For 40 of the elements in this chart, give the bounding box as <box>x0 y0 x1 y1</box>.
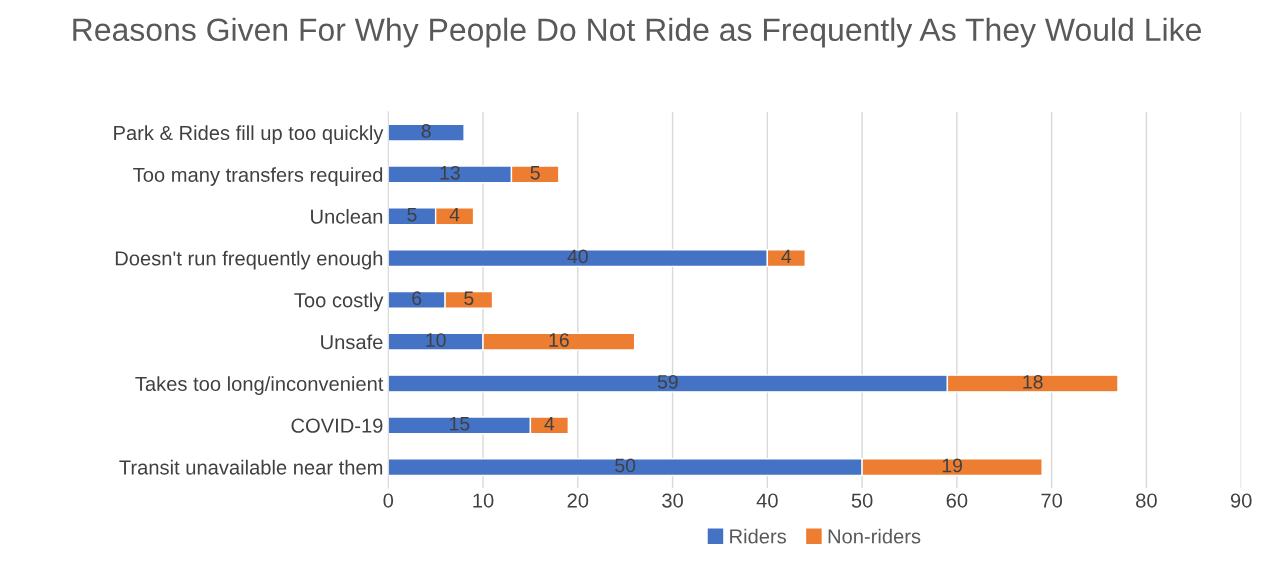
data-label: 4 <box>544 416 555 431</box>
data-label: 19 <box>942 458 963 473</box>
y-tick-label: Too many transfers required <box>133 167 383 186</box>
data-label: 6 <box>412 291 422 306</box>
data-label: 10 <box>426 333 446 347</box>
data-label: 40 <box>567 249 588 264</box>
y-tick-label: Takes too long/inconvenient <box>135 376 384 395</box>
x-tick-label: 90 <box>1230 493 1252 508</box>
x-tick-label: 70 <box>1041 493 1063 508</box>
data-label: 16 <box>549 333 569 347</box>
y-tick-label: Unclean <box>311 208 383 224</box>
data-label: 50 <box>615 458 636 473</box>
data-label: 8 <box>421 124 431 138</box>
bar <box>388 123 465 142</box>
x-tick-label: 0 <box>383 493 394 508</box>
x-tick-label: 50 <box>851 493 873 508</box>
legend-label: Non-riders <box>828 528 921 544</box>
x-tick-label: 10 <box>473 493 494 508</box>
chart-title: Reasons Given For Why People Do Not Ride as Frequently As They Would Like <box>73 17 1201 48</box>
data-label: 4 <box>449 207 460 222</box>
legend-label: Riders <box>730 528 787 544</box>
x-tick-label: 60 <box>946 493 968 508</box>
y-tick-label: Transit unavailable near them <box>119 459 383 475</box>
data-label: 4 <box>781 249 792 264</box>
y-tick-label: Doesn't run frequently enough <box>115 250 383 270</box>
y-tick-label: COVID-19 <box>291 418 383 433</box>
x-tick-label: 20 <box>567 493 589 508</box>
x-tick-label: 40 <box>756 493 778 508</box>
x-tick-label: 80 <box>1136 493 1157 508</box>
data-label: 18 <box>1023 374 1043 389</box>
data-label: 5 <box>407 207 417 222</box>
y-tick-label: Unsafe <box>321 334 383 350</box>
y-tick-label: Park & Rides fill up too quickly <box>114 125 384 145</box>
data-label: 59 <box>657 374 678 389</box>
y-tick-label: Too costly <box>294 292 384 312</box>
data-label: 5 <box>464 291 474 306</box>
data-label: 5 <box>530 166 540 180</box>
x-tick-label: 30 <box>662 493 683 508</box>
data-label: 13 <box>440 165 460 180</box>
data-label: 15 <box>450 416 470 431</box>
